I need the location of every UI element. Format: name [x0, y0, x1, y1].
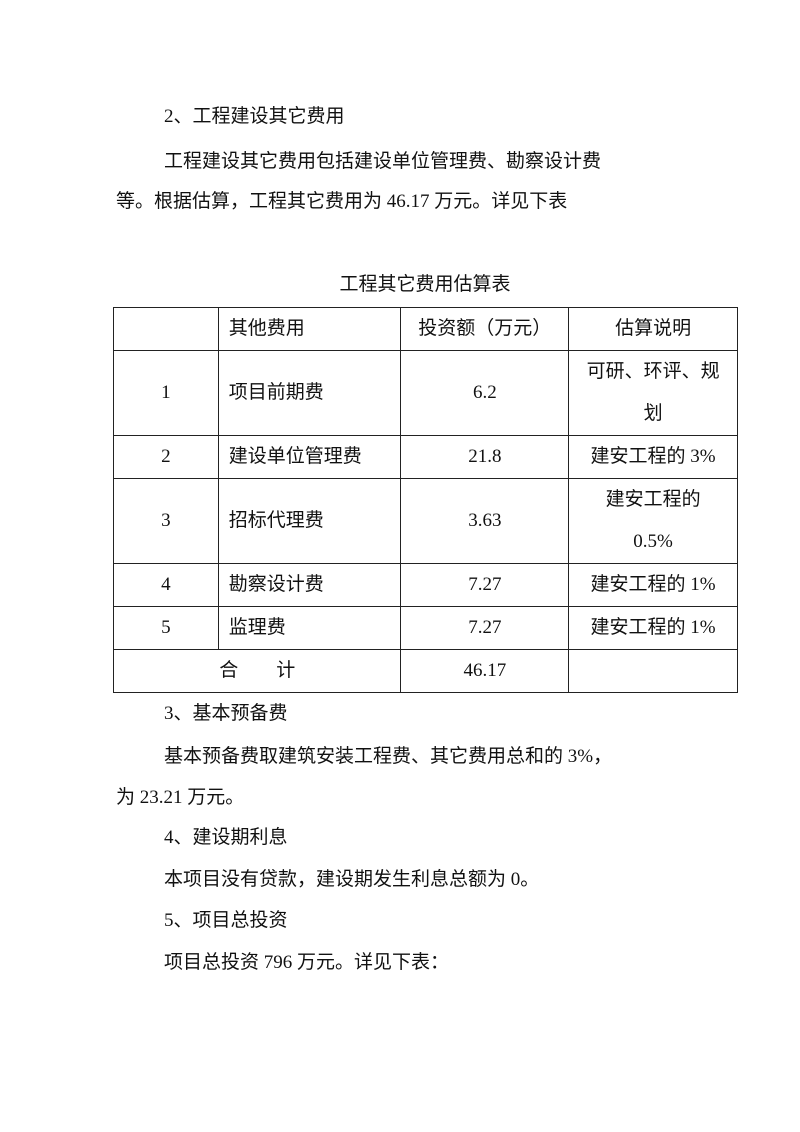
- total-amount: 46.17: [400, 649, 570, 693]
- section-4-heading: 4、建设期利息: [164, 827, 288, 848]
- row-amount: 3.63: [400, 478, 570, 564]
- header-cell-amount: 投资额（万元）: [400, 307, 570, 351]
- table-title: 工程其它费用估算表: [339, 274, 511, 295]
- row-item: 招标代理费: [217, 478, 402, 564]
- section-5-heading: 5、项目总投资: [164, 910, 288, 931]
- table-row: 4 勘察设计费 7.27 建安工程的 1%: [113, 563, 738, 607]
- table-row: 2 建设单位管理费 21.8 建安工程的 3%: [113, 435, 738, 479]
- section-2-paragraph-line-1: 工程建设其它费用包括建设单位管理费、勘察设计费: [164, 151, 602, 172]
- section-5-paragraph: 项目总投资 796 万元。详见下表：: [164, 952, 450, 973]
- row-number: 2: [113, 435, 219, 479]
- row-note: 建安工程的 1%: [568, 606, 738, 650]
- row-number: 1: [113, 350, 219, 436]
- total-note: [568, 649, 738, 693]
- row-number: 4: [113, 563, 219, 607]
- row-note: 建安工程的 1%: [568, 563, 738, 607]
- table-header-row: 其他费用 投资额（万元） 估算说明: [113, 307, 738, 351]
- table-row: 3 招标代理费 3.63 建安工程的 0.5%: [113, 478, 738, 564]
- row-item: 勘察设计费: [217, 563, 402, 607]
- other-costs-table: 其他费用 投资额（万元） 估算说明 1 项目前期费 6.2 可研、环评、规划 2…: [112, 307, 738, 693]
- section-3-heading: 3、基本预备费: [164, 703, 288, 724]
- row-amount: 7.27: [400, 563, 570, 607]
- header-cell-note: 估算说明: [568, 307, 738, 351]
- row-amount: 7.27: [400, 606, 570, 650]
- row-note: 建安工程的 0.5%: [568, 478, 738, 564]
- row-note: 可研、环评、规划: [568, 350, 738, 436]
- section-4-paragraph: 本项目没有贷款，建设期发生利息总额为 0。: [164, 869, 540, 890]
- row-item: 项目前期费: [217, 350, 402, 436]
- row-number: 3: [113, 478, 219, 564]
- row-item: 建设单位管理费: [217, 435, 402, 479]
- section-2-heading: 2、工程建设其它费用: [164, 106, 345, 127]
- row-note: 建安工程的 3%: [568, 435, 738, 479]
- section-3-paragraph-line-1: 基本预备费取建筑安装工程费、其它费用总和的 3%，: [164, 746, 613, 767]
- row-number: 5: [113, 606, 219, 650]
- table-row: 5 监理费 7.27 建安工程的 1%: [113, 606, 738, 650]
- section-2-paragraph-line-2: 等。根据估算，工程其它费用为 46.17 万元。详见下表: [116, 191, 568, 212]
- total-label: 合 计: [112, 649, 402, 693]
- row-amount: 6.2: [400, 350, 570, 436]
- header-cell-index: [113, 307, 219, 351]
- table-row: 1 项目前期费 6.2 可研、环评、规划: [113, 350, 738, 436]
- header-cell-item: 其他费用: [217, 307, 402, 351]
- table-total-row: 合 计 46.17: [112, 649, 738, 693]
- row-item: 监理费: [217, 606, 402, 650]
- row-amount: 21.8: [400, 435, 570, 479]
- section-3-paragraph-line-2: 为 23.21 万元。: [116, 787, 245, 808]
